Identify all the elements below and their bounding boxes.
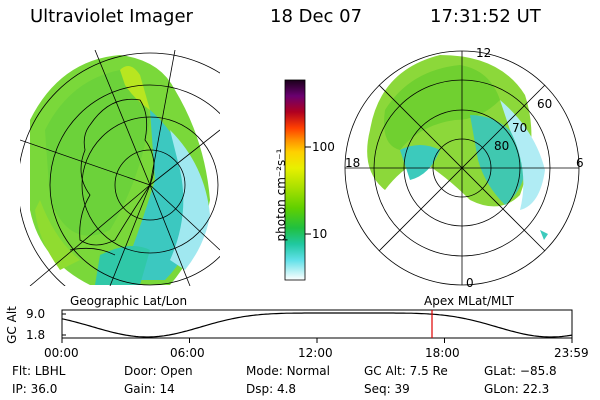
xtick-0000: 00:00 [44,346,79,360]
status-gain: Gain: 14 [124,382,175,396]
geographic-map [20,50,220,286]
status-dsp: Dsp: 4.8 [246,382,297,396]
status-glon: GLon: 22.3 [484,382,550,396]
colorbar-unit-label: photon cm⁻²s⁻¹ [274,148,288,242]
xtick-1200: 12:00 [298,346,333,360]
mlt-label-0: 0 [466,276,474,290]
colorbar [284,79,306,281]
status-glat: GLat: −85.8 [484,364,557,378]
status-gc-alt: GC Alt: 7.5 Re [364,364,448,378]
mlt-label-18: 18 [345,156,361,170]
apex-caption: Apex MLat/MLT [424,294,514,308]
header-time: 17:31:52 UT [430,6,541,27]
instrument-title: Ultraviolet Imager [30,6,193,27]
status-door: Door: Open [124,364,193,378]
status-ip: IP: 36.0 [12,382,58,396]
altitude-ytick-max: 9.0 [26,307,46,321]
xtick-0600: 06:00 [170,346,205,360]
lat-label-70: 70 [512,121,528,135]
lat-label-60: 60 [537,97,553,111]
colorbar-tick-10: 10 [312,227,328,241]
lat-label-80: 80 [494,139,510,153]
altitude-ylabel: GC Alt [5,306,19,344]
altitude-plot [61,309,573,343]
header-date: 18 Dec 07 [270,6,363,27]
mlt-label-12: 12 [476,46,492,60]
geographic-caption: Geographic Lat/Lon [70,294,188,308]
apex-polar-map [367,55,548,240]
colorbar-tick-100: 100 [312,140,335,154]
xtick-1800: 18:00 [425,346,460,360]
status-mode: Mode: Normal [246,364,330,378]
status-seq: Seq: 39 [364,382,410,396]
xtick-2359: 23:59 [554,346,589,360]
altitude-ytick-min: 1.8 [26,328,46,342]
mlt-label-6: 6 [576,156,584,170]
status-flt: Flt: LBHL [12,364,66,378]
